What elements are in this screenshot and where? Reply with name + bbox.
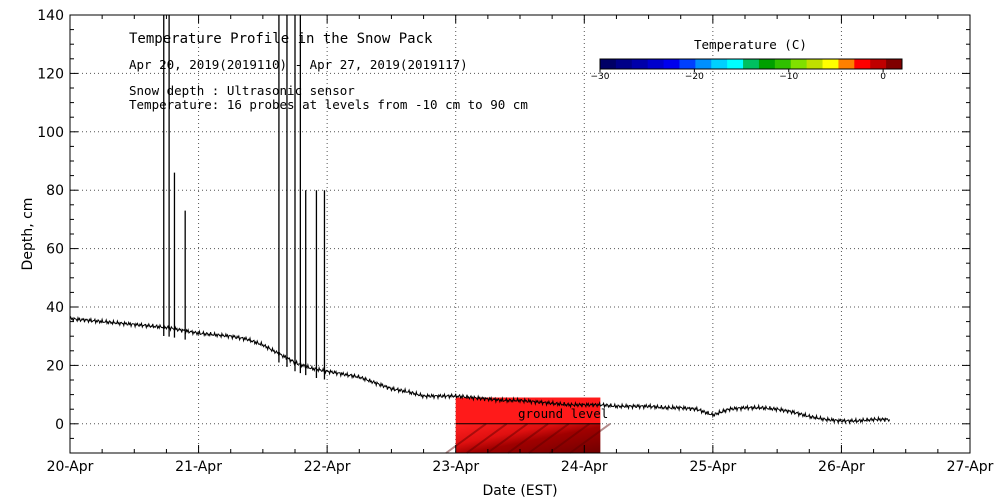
colorbar-tick-label: −20: [685, 72, 704, 82]
x-tick-label: 23-Apr: [432, 459, 479, 475]
note-snow-depth: Snow depth : Ultrasonic sensor: [129, 83, 355, 98]
colorbar-swatch: [774, 59, 792, 69]
colorbar-swatch: [886, 59, 903, 69]
colorbar-swatch: [631, 59, 649, 69]
y-tick-label: 40: [46, 300, 64, 316]
colorbar-swatch: [615, 59, 633, 69]
temperature-field-below-ground: [455, 423, 601, 453]
colorbar-swatch: [743, 59, 760, 69]
plot-frame: [69, 14, 971, 454]
y-tick-label: 100: [37, 125, 64, 141]
y-tick-label: 80: [46, 183, 64, 199]
y-tick-label: 20: [46, 358, 64, 374]
colorbar-swatch: [870, 59, 887, 69]
colorbar-tick-label: −10: [779, 72, 798, 82]
colorbar-swatch: [838, 59, 855, 69]
temperature-contour: [548, 422, 590, 454]
colorbar-tick-label: 0: [880, 72, 886, 82]
colorbar-swatch: [806, 59, 824, 69]
temperature-colorbar: −30 −20 −10 0: [591, 58, 903, 82]
colorbar-tick-label: −30: [591, 72, 610, 82]
temperature-contour: [528, 422, 570, 454]
colorbar-swatch: [758, 59, 776, 69]
y-tick-label: 0: [55, 417, 64, 433]
y-tick-label: 140: [37, 8, 64, 24]
note-temperature: Temperature: 16 probes at levels from -1…: [129, 97, 528, 112]
temperature-contour: [466, 422, 508, 454]
colorbar-swatch: [647, 59, 665, 69]
colorbar-swatch: [727, 59, 744, 69]
colorbar-swatch: [600, 59, 617, 69]
axes: 20-Apr 21-Apr 22-Apr 23-Apr 24-Apr 25-Apr 26-A…: [20, 8, 994, 499]
colorbar-swatch: [663, 59, 680, 69]
chart-title: Temperature Profile in the Snow Pack: [129, 31, 433, 47]
temperature-contour: [486, 422, 528, 454]
x-tick-label: 24-Apr: [561, 459, 608, 475]
colorbar-swatch: [854, 59, 871, 69]
x-tick-label: 21-Apr: [175, 459, 222, 475]
ground-level-label: ground level: [518, 406, 609, 421]
y-tick-label: 120: [37, 66, 64, 82]
colorbar-swatch: [679, 59, 696, 69]
colorbar-swatch: [695, 59, 712, 69]
colorbar-swatch: [790, 59, 808, 69]
y-tick-label: 60: [46, 242, 64, 258]
colorbar-swatch: [711, 59, 728, 69]
grid: [70, 15, 970, 453]
x-tick-label: 22-Apr: [304, 459, 351, 475]
y-axis-label: Depth, cm: [20, 198, 36, 271]
chart-subtitle: Apr 20, 2019(2019110) - Apr 27, 2019(201…: [129, 57, 468, 72]
x-tick-label: 27-Apr: [947, 459, 994, 475]
snow-depth-series: [69, 15, 891, 425]
temperature-contour: [445, 422, 487, 454]
colorbar-frame: [599, 58, 903, 70]
snow-depth-line: [69, 315, 891, 425]
temperature-contour: [569, 422, 611, 454]
temperature-contour: [507, 422, 549, 454]
colorbar-title: Temperature (C): [694, 37, 807, 52]
x-tick-label: 20-Apr: [47, 459, 94, 475]
x-tick-label: 26-Apr: [818, 459, 865, 475]
x-tick-label: 25-Apr: [689, 459, 736, 475]
x-axis-label: Date (EST): [482, 483, 557, 499]
colorbar-swatch: [822, 59, 839, 69]
